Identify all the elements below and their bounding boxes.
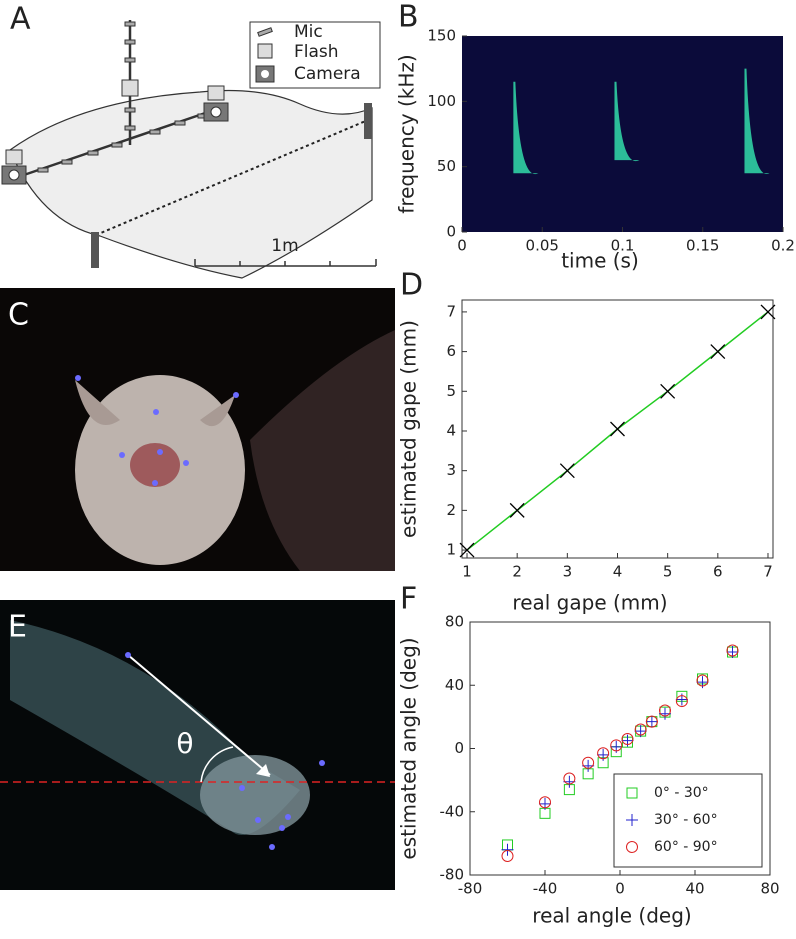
x-tick-label: 0	[615, 880, 625, 898]
y-tick-label: 0	[454, 739, 464, 757]
y-tick-label: 1	[446, 541, 456, 559]
x-tick-label: 40	[685, 880, 704, 898]
y-tick-label: 6	[446, 342, 456, 360]
y-axis-label: frequency (kHz)	[395, 54, 419, 213]
legend-label: Camera	[294, 64, 361, 84]
y-tick-label: 50	[437, 157, 456, 175]
mics	[37, 21, 209, 173]
y-tick-label: -80	[440, 866, 465, 884]
legend-marker	[626, 814, 638, 826]
point	[645, 715, 658, 728]
marker	[509, 502, 525, 518]
plot-background	[462, 36, 783, 232]
post	[364, 103, 372, 139]
scale-bar	[194, 259, 377, 267]
y-axis-label: estimated angle (deg)	[397, 637, 421, 859]
y-tick-label: 4	[446, 421, 456, 439]
y-axis-label: estimated gape (mm)	[397, 320, 421, 538]
point	[621, 733, 634, 746]
panel-label: B	[398, 0, 419, 35]
legend-icon	[257, 27, 273, 37]
legend-label: 60° - 90°	[654, 839, 718, 855]
y-tick-label: 2	[446, 501, 456, 519]
point	[696, 674, 709, 687]
legend-icon	[261, 70, 269, 78]
y-tick-label: 40	[445, 676, 464, 694]
call	[744, 68, 770, 175]
x-tick-label: -80	[458, 880, 483, 898]
marker	[660, 383, 676, 399]
x-tick-label: 0	[457, 237, 467, 255]
y-tick-label: 3	[446, 461, 456, 479]
x-tick-label: 6	[713, 563, 723, 581]
call	[614, 81, 640, 162]
marker	[610, 421, 625, 437]
x-tick-label: 4	[613, 563, 623, 581]
legend-label: 30° - 60°	[654, 812, 718, 828]
x-tick-label: 1	[462, 563, 472, 581]
net	[9, 89, 373, 279]
panel-label: E	[8, 610, 27, 645]
call	[513, 81, 539, 175]
legend-label: Mic	[294, 22, 323, 42]
x-tick-label: 0.15	[686, 237, 719, 255]
x-tick-label: -40	[533, 880, 558, 898]
x-tick-label: 80	[760, 880, 779, 898]
legend-icon	[257, 43, 273, 59]
x-tick-label: 0.05	[526, 237, 559, 255]
point	[726, 644, 739, 657]
legend-label: 0° - 30°	[654, 785, 709, 801]
point	[582, 756, 595, 769]
setup-diagram: 1m Mic Flash Camera	[1, 20, 381, 279]
point	[675, 695, 688, 708]
x-tick-label: 0.2	[771, 237, 795, 255]
y-tick-label: 150	[427, 27, 456, 45]
x-tick-label: 7	[763, 563, 773, 581]
point	[501, 843, 514, 856]
x-tick-label: 3	[563, 563, 573, 581]
y-tick-label: 5	[446, 382, 456, 400]
marker	[710, 344, 726, 360]
panel-label: D	[400, 268, 423, 303]
marker	[760, 304, 776, 320]
legend-label: Flash	[294, 42, 339, 62]
point	[539, 796, 551, 809]
photo-e	[0, 600, 395, 890]
photo-c	[0, 288, 395, 571]
y-tick-label: 0	[446, 223, 456, 241]
point	[610, 739, 623, 752]
point	[501, 850, 514, 863]
x-tick-label: 0.1	[611, 237, 635, 255]
legend-marker	[626, 787, 638, 799]
marker	[559, 463, 575, 479]
post	[91, 232, 99, 268]
y-tick-label: 100	[427, 92, 456, 110]
x-axis-label: real angle (deg)	[532, 904, 691, 928]
target-line	[95, 119, 369, 236]
legend-marker	[626, 841, 638, 853]
flash-camera	[1, 79, 229, 185]
panel-label: F	[400, 582, 417, 617]
x-axis-label: real gape (mm)	[512, 591, 667, 615]
y-tick-label: 80	[445, 613, 464, 631]
y-tick-label: -40	[440, 802, 465, 820]
point	[563, 772, 576, 785]
marker	[459, 542, 475, 558]
y-tick-label: 7	[446, 302, 456, 320]
point	[645, 715, 658, 728]
scale-label: 1m	[271, 236, 298, 256]
angle-label: θ	[176, 727, 193, 760]
legend-box	[613, 773, 763, 868]
point	[659, 704, 671, 717]
x-tick-label: 5	[663, 563, 673, 581]
panel-label: C	[8, 298, 29, 333]
panel-label: A	[10, 2, 31, 37]
x-axis-label: time (s)	[561, 249, 639, 273]
point	[634, 723, 647, 736]
point	[597, 747, 610, 760]
x-tick-label: 2	[512, 563, 522, 581]
